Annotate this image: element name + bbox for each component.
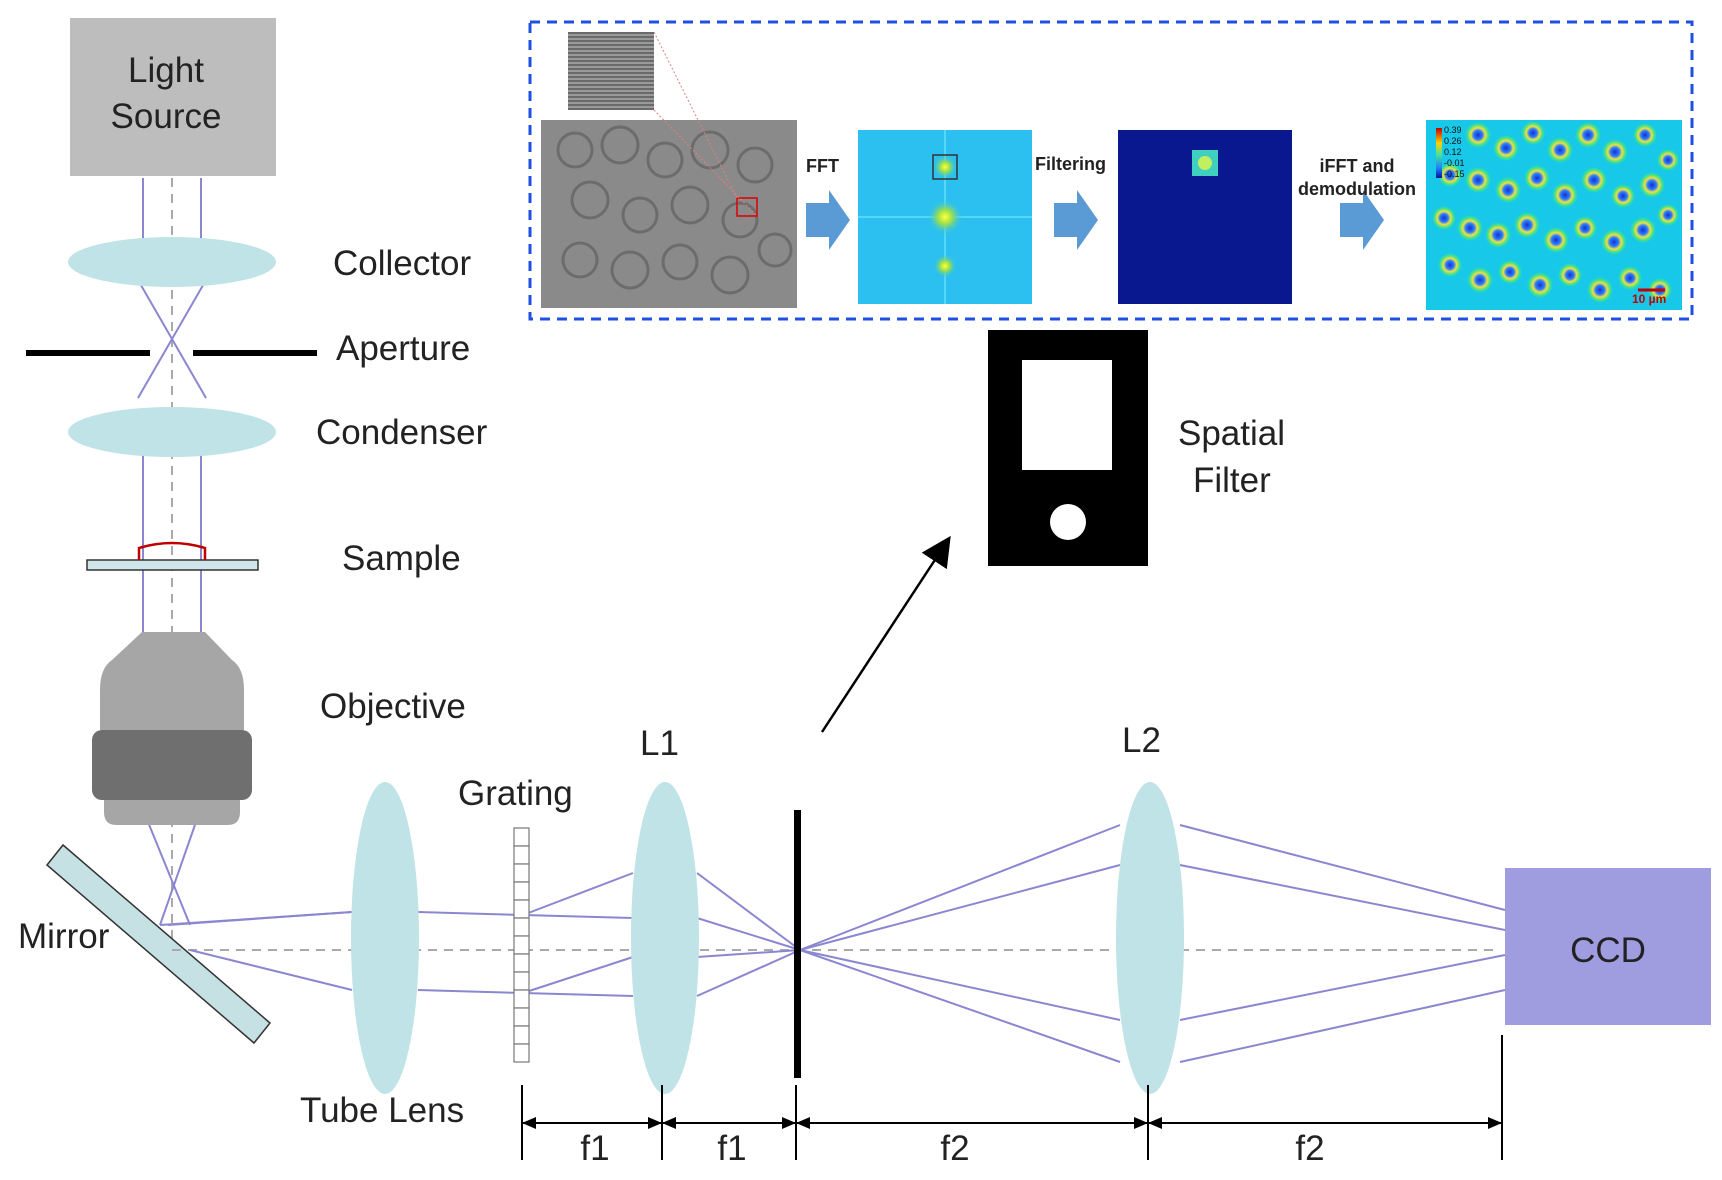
tube-lens [351,782,419,1094]
ccd-label: CCD [1570,931,1646,970]
objective-lower [104,800,240,825]
colorbar-tick-2: 0.26 [1444,136,1462,146]
focal-distance-markers [521,1035,1503,1160]
light-source [70,18,276,176]
fft-selection-box [932,154,958,180]
condenser-label: Condenser [316,413,488,452]
grating [513,827,530,1063]
aperture-left-blade [26,350,150,356]
spatial-filter-window [1022,360,1112,470]
objective-label: Objective [320,687,466,726]
objective-band [92,730,252,800]
fft-arrow [806,190,850,250]
illumination-beam [137,178,207,926]
lens-l2 [1116,782,1184,1094]
mirror [45,843,272,1045]
aperture-right-blade [193,350,317,356]
spatial-filter-label-2: Filter [1193,461,1271,500]
colorbar-tick-4: -0.01 [1444,158,1465,168]
ifft-label-1: iFFT and [1320,156,1395,176]
scale-bar-label: 10 µm [1632,292,1666,306]
aperture-label: Aperture [336,329,470,368]
colorbar-tick-5: -0.15 [1444,169,1465,179]
f2-label-a: f2 [940,1129,969,1168]
fft-plus-order [933,155,957,179]
sample-label: Sample [342,539,461,578]
fft-label: FFT [806,156,839,176]
mirror-label: Mirror [18,917,110,956]
fft-zero-order [927,199,963,235]
filtering-arrow [1054,190,1098,250]
filter-plane [794,810,801,1078]
ifft-label-2: demodulation [1298,179,1416,199]
spatial-filter-pointer [820,535,951,733]
phase-colorbar [1436,128,1442,178]
objective-upper [100,632,244,730]
condenser-lens [68,407,276,457]
grating-label: Grating [458,774,573,813]
fft-minus-order [933,254,957,278]
hologram-cells [556,125,793,295]
filtered-order-peak [1198,156,1212,170]
spatial-filter-label-1: Spatial [1178,414,1285,453]
zoom-region [736,197,758,217]
f1-label-a: f1 [580,1129,609,1168]
collector-label: Collector [333,244,471,283]
colorbar-tick-3: 0.12 [1444,147,1462,157]
zoom-guide-2 [653,109,758,217]
collector-lens [68,237,276,287]
l2-label: L2 [1122,721,1161,760]
ccd-camera [1505,868,1711,1025]
demodulation-arrow [1340,190,1384,250]
f2-label-b: f2 [1295,1129,1324,1168]
sample-specimen [137,541,207,560]
phase-map-cells [1432,121,1679,303]
light-source-label-1: Light [128,51,204,90]
spatial-filter-pinhole [1050,504,1086,540]
filtering-label: Filtering [1035,154,1106,174]
light-source-label-2: Source [111,97,222,136]
tube-lens-label: Tube Lens [300,1091,464,1130]
processing-pipeline-box [528,20,1694,321]
lens-l1 [631,782,699,1094]
l1-label: L1 [640,724,679,763]
f1-label-b: f1 [717,1129,746,1168]
zoom-guide-1 [653,31,738,199]
imaging-beam [159,824,1506,1063]
fringe-zoom-inset [568,32,654,110]
sample-slide [86,559,259,571]
colorbar-tick-1: 0.39 [1444,125,1462,135]
dimension-arrowheads [522,1117,1502,1129]
